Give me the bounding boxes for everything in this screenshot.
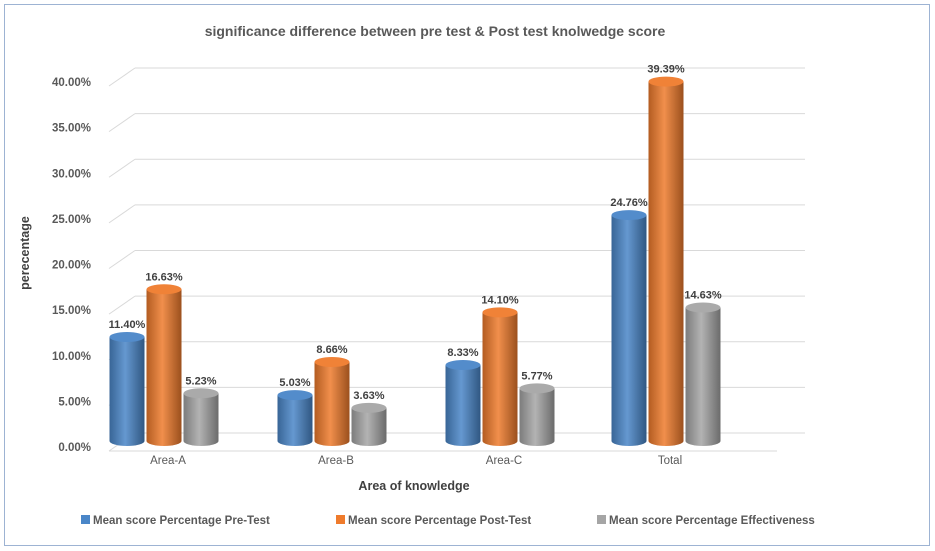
bar-body [109, 336, 145, 447]
gridline-diagonal [108, 113, 136, 133]
data-label: 39.39% [647, 64, 685, 76]
legend-swatch [597, 515, 606, 524]
bar-area-b-s3: 3.63% [351, 390, 387, 447]
legend-item-2: Mean score Percentage Post-Test [336, 515, 531, 527]
x-tick-label: Total [658, 455, 682, 467]
legend-label: Mean score Percentage Effectiveness [609, 515, 815, 527]
bar-body [482, 312, 518, 447]
gridlines [108, 67, 805, 452]
x-tick-label: Area-A [150, 455, 186, 467]
bar-body [277, 395, 313, 447]
bar-body [351, 407, 387, 447]
bar-area-a-s2: 16.63% [145, 271, 183, 447]
bars: 11.40% 16.63% 5.23% 5.03% 8.66% 3.63% 8.33% 14.… [109, 64, 722, 447]
data-label: 16.63% [145, 271, 183, 283]
gridline-diagonal [108, 67, 136, 87]
bar-area-c-s3: 5.77% [519, 370, 555, 447]
data-label: 8.33% [447, 347, 478, 359]
gridline-diagonal [108, 295, 136, 315]
chart-title: significance difference between pre test… [205, 23, 666, 39]
y-tick-label: 0.00% [58, 442, 91, 454]
bar-top [314, 356, 350, 367]
data-label: 3.63% [353, 390, 384, 402]
y-tick-label: 40.00% [52, 77, 91, 89]
data-label: 5.77% [521, 370, 552, 382]
chart-frame: significance difference between pre test… [4, 4, 930, 546]
bar-top [109, 331, 145, 342]
bar-top [277, 390, 313, 401]
y-tick-label: 10.00% [52, 351, 91, 363]
y-tick-label: 5.00% [58, 396, 91, 408]
data-label: 24.76% [610, 197, 648, 209]
bar-area-a-s1: 11.40% [109, 319, 146, 447]
bar-body [648, 81, 684, 447]
bar-body [183, 393, 219, 447]
data-label: 11.40% [109, 319, 146, 331]
bar-body [445, 364, 481, 447]
x-axis-ticks: Area-A Area-B Area-C Total [150, 455, 682, 467]
x-axis-title: Area of knowledge [358, 479, 469, 493]
bar-total-s2: 39.39% [647, 64, 685, 447]
y-tick-label: 25.00% [52, 214, 91, 226]
bar-area-b-s2: 8.66% [314, 344, 350, 447]
y-axis-ticks: 0.00% 5.00% 10.00% 15.00% 20.00% 25.00% 30.00%… [52, 77, 91, 454]
bar-body [519, 388, 555, 447]
bar-top [519, 383, 555, 394]
bar-top [611, 210, 647, 221]
x-tick-label: Area-B [318, 455, 354, 467]
legend-item-1: Mean score Percentage Pre-Test [81, 515, 270, 527]
legend-swatch [81, 515, 90, 524]
y-tick-label: 30.00% [52, 168, 91, 180]
bar-body [314, 361, 350, 447]
bar-top [146, 284, 182, 295]
legend-swatch [336, 515, 345, 524]
bar-top [183, 388, 219, 399]
data-label: 5.23% [185, 375, 216, 387]
y-tick-label: 15.00% [52, 305, 91, 317]
x-tick-label: Area-C [486, 455, 522, 467]
legend-item-3: Mean score Percentage Effectiveness [597, 515, 815, 527]
bar-area-c-s1: 8.33% [445, 347, 481, 447]
bar-top [351, 402, 387, 413]
bar-top [648, 76, 684, 87]
bar-area-b-s1: 5.03% [277, 377, 313, 447]
bar-body [685, 307, 721, 447]
bar-body [611, 215, 647, 447]
bar-top [445, 359, 481, 370]
legend: Mean score Percentage Pre-Test Mean score… [81, 515, 815, 527]
gridline-diagonal [108, 204, 136, 224]
y-tick-label: 35.00% [52, 123, 91, 135]
data-label: 14.10% [481, 294, 519, 306]
gridline-diagonal [108, 250, 136, 269]
bar-top [482, 307, 518, 318]
bar-area-c-s2: 14.10% [481, 294, 519, 447]
y-tick-label: 20.00% [52, 260, 91, 272]
bar-total-s1: 24.76% [610, 197, 648, 447]
bar-total-s3: 14.63% [684, 290, 722, 447]
legend-label: Mean score Percentage Pre-Test [93, 515, 270, 527]
bar-body [146, 289, 182, 447]
bar-chart: significance difference between pre test… [18, 23, 815, 527]
gridline-diagonal [108, 158, 136, 178]
bar-top [685, 302, 721, 313]
data-label: 14.63% [684, 290, 722, 302]
y-axis-title: perecentage [18, 216, 32, 290]
legend-label: Mean score Percentage Post-Test [348, 515, 531, 527]
data-label: 8.66% [316, 344, 347, 356]
data-label: 5.03% [279, 377, 310, 389]
bar-area-a-s3: 5.23% [183, 375, 219, 447]
